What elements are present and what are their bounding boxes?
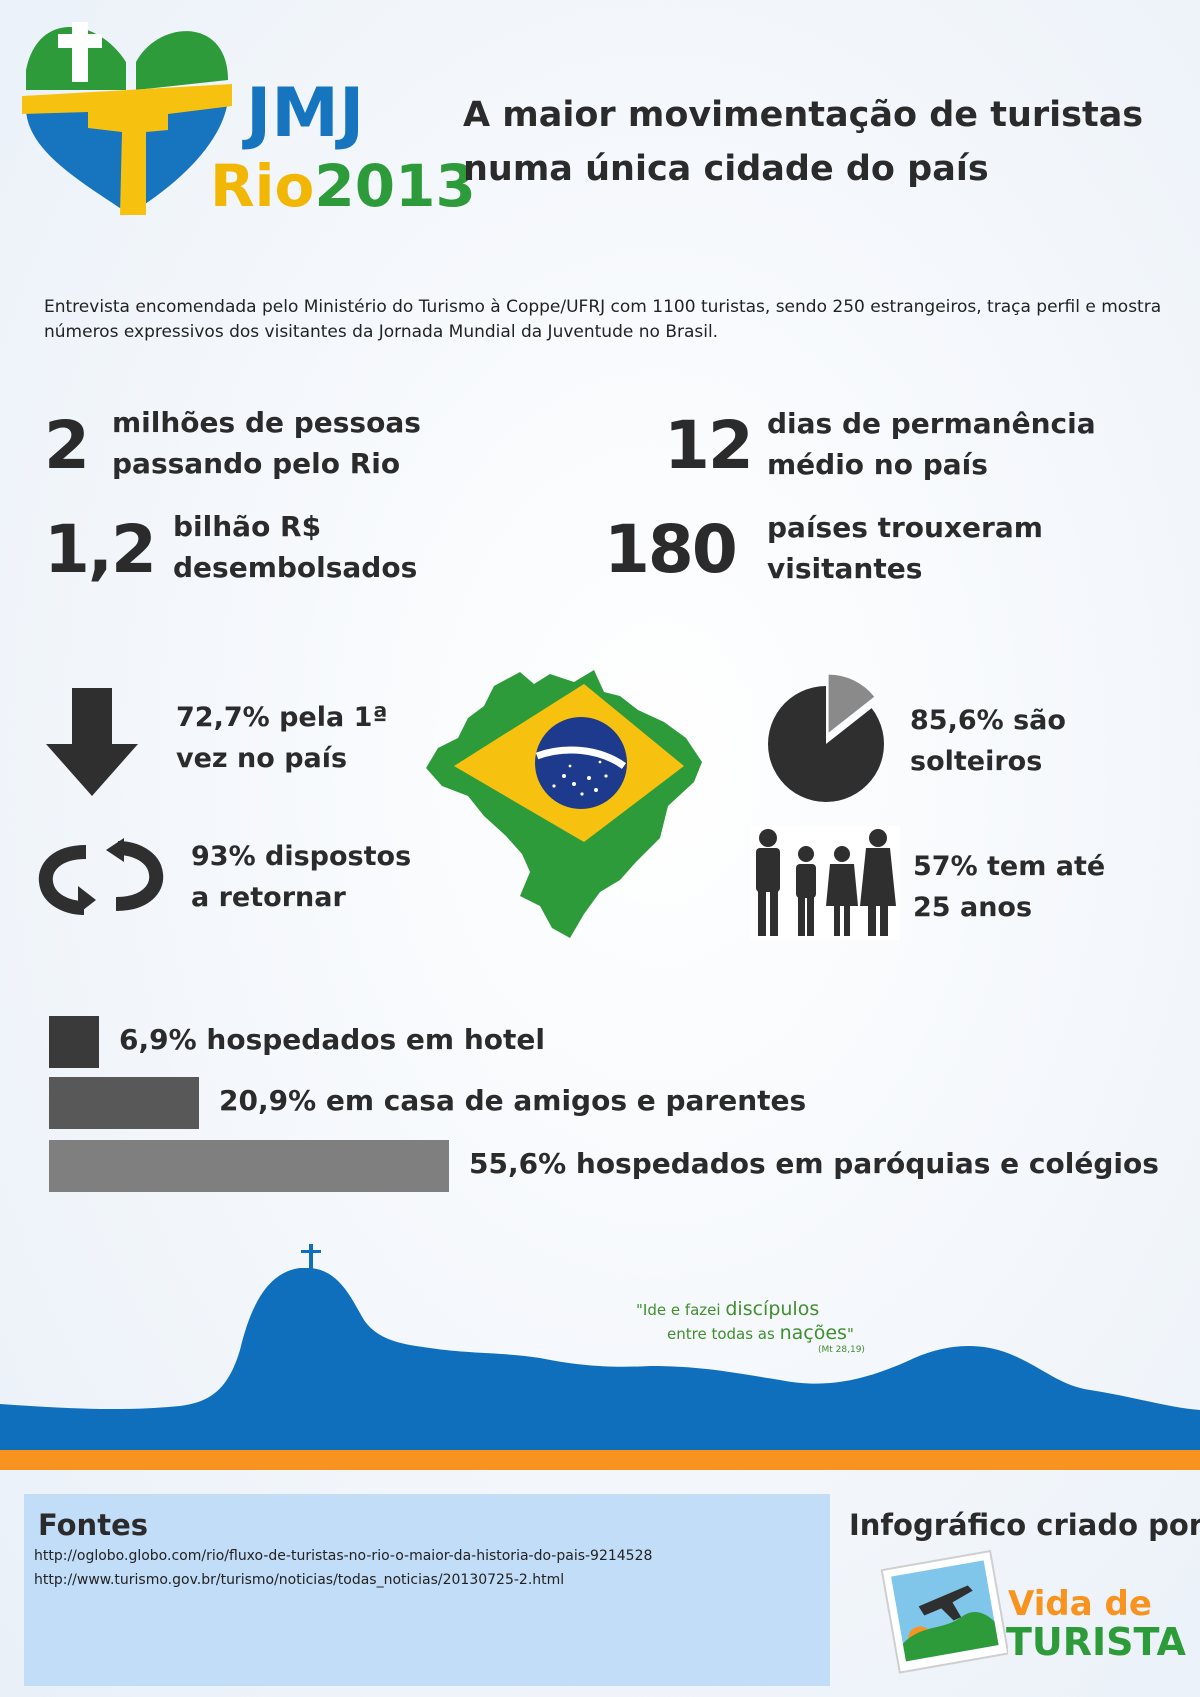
down-arrow-icon [46, 688, 138, 796]
stat-label-people: milhões de pessoas passando pelo Rio [112, 402, 421, 484]
source-link-2[interactable]: http://www.turismo.gov.br/turismo/notici… [34, 1572, 565, 1588]
stat-label-days-line2: médio no país [767, 448, 988, 481]
quote-part2-end: " [846, 1325, 854, 1343]
lodging-bar-label: 20,9% em casa de amigos e parentes [219, 1084, 807, 1117]
stat-label-countries-line1: países trouxeram [767, 511, 1043, 544]
family-icon [750, 826, 900, 940]
fact-return-line2: a retornar [191, 882, 346, 913]
brazil-flag-map-icon [426, 670, 702, 938]
fact-single: 85,6% são solteiros [910, 700, 1066, 782]
quote-part2: entre todas as [667, 1325, 780, 1343]
logo-year-text: 2013 [314, 152, 476, 220]
credit-logo-line2: TURISTA [1006, 1620, 1186, 1664]
credit-logo-line1: Vida de [1008, 1584, 1152, 1624]
stat-label-people-line2: passando pelo Rio [112, 447, 401, 480]
stat-value-countries: 180 [604, 511, 738, 588]
page-title-line1: A maior movimentação de turistas [463, 95, 1144, 135]
source-link-1[interactable]: http://oglobo.globo.com/rio/fluxo-de-tur… [34, 1548, 653, 1564]
credit-title: Infográfico criado por [849, 1508, 1200, 1542]
lodging-bar-label: 6,9% hospedados em hotel [119, 1023, 545, 1056]
fact-first-time-line2: vez no país [176, 743, 348, 774]
quote-reference: (Mt 28,19) [818, 1345, 865, 1355]
quote-line1: "Ide e fazei discípulos [636, 1298, 819, 1320]
sources-title: Fontes [38, 1508, 148, 1542]
page-title-line2: numa única cidade do país [463, 149, 989, 189]
stat-label-days-line1: dias de permanência [767, 407, 1096, 440]
stat-label-countries: países trouxeram visitantes [767, 507, 1043, 589]
rio-skyline-icon [0, 1244, 1200, 1470]
lodging-bar [49, 1016, 99, 1068]
logo-jmj-text: JMJ [246, 74, 365, 153]
lodging-bar-label: 55,6% hospedados em paróquias e colégios [469, 1147, 1159, 1180]
sources-box: Fontes http://oglobo.globo.com/rio/fluxo… [24, 1494, 830, 1686]
quote-part1-big: discípulos [725, 1298, 820, 1320]
quote-part2-big: nações [779, 1322, 847, 1344]
stat-label-money-line1: bilhão R$ [173, 510, 322, 543]
stat-label-money-line2: desembolsados [173, 551, 418, 584]
fact-age: 57% tem até 25 anos [913, 846, 1105, 928]
postcard-plane-icon [880, 1550, 1008, 1674]
fact-return-line1: 93% dispostos [191, 841, 412, 872]
stat-value-money: 1,2 [44, 511, 157, 588]
stat-label-days: dias de permanência médio no país [767, 403, 1096, 485]
pie-icon [768, 674, 884, 802]
fact-return: 93% dispostos a retornar [191, 836, 411, 918]
fact-single-line2: solteiros [910, 746, 1043, 777]
fact-first-time: 72,7% pela 1ª vez no país [176, 697, 388, 779]
lodging-bar [49, 1140, 449, 1192]
fact-age-line2: 25 anos [913, 892, 1033, 923]
cycle-arrows-icon [38, 838, 164, 915]
pie-slice-other [828, 674, 875, 733]
fact-age-line1: 57% tem até [913, 851, 1106, 882]
jmj-logo: JMJ Rio2013 [18, 10, 476, 216]
pie-slice-single [768, 686, 884, 802]
heart-cross-icon [22, 22, 232, 215]
stat-value-people: 2 [44, 407, 90, 484]
logo-rio-text: Rio [210, 152, 315, 220]
fact-single-line1: 85,6% são [910, 705, 1066, 736]
quote-line2: entre todas as nações" [667, 1322, 854, 1344]
stat-value-days: 12 [664, 407, 754, 484]
intro-text: Entrevista encomendada pelo Ministério d… [44, 297, 1162, 342]
stat-label-countries-line2: visitantes [767, 552, 923, 585]
stat-label-money: bilhão R$ desembolsados [173, 506, 417, 588]
quote-part1: "Ide e fazei [636, 1301, 726, 1319]
stat-label-people-line1: milhões de pessoas [112, 406, 421, 439]
vida-de-turista-logo: Vida de TURISTA [880, 1550, 1186, 1680]
fact-first-time-line1: 72,7% pela 1ª [176, 702, 388, 733]
lodging-bar [49, 1077, 199, 1129]
